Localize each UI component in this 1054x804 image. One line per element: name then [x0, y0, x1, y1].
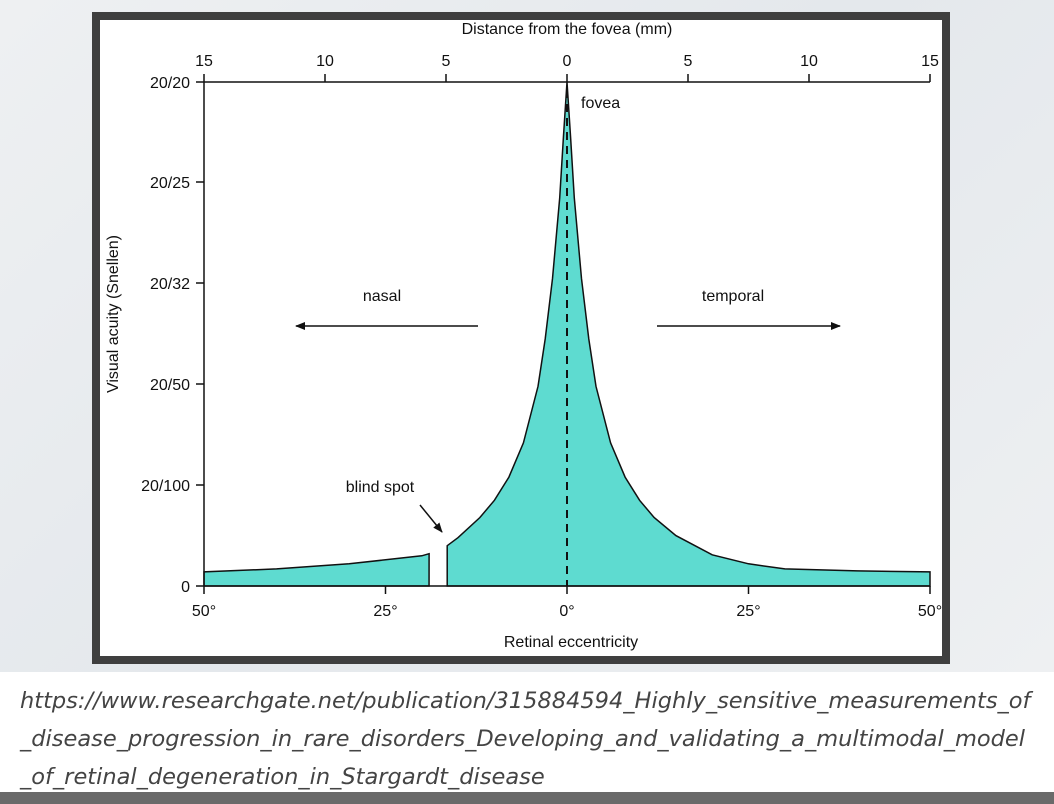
y-tick-label: 20/100	[141, 478, 190, 495]
acuity-area-temporal	[446, 81, 931, 587]
figure-panel: 50° 25° 0° 25° 50° 15 10 5 0 5 10 15 0 20/100 20/50 20/…	[100, 20, 942, 656]
x2-tick-label: 15	[921, 53, 939, 70]
bottom-bar	[0, 792, 1054, 804]
source-url-text: https://www.researchgate.net/publication…	[20, 688, 1031, 790]
x2-tick-label: 15	[195, 53, 213, 70]
x2-tick-label: 5	[684, 53, 693, 70]
figure-frame: 50° 25° 0° 25° 50° 15 10 5 0 5 10 15 0 20/100 20/50 20/…	[92, 12, 950, 664]
y-tick-label: 20/20	[150, 75, 190, 92]
y-tick-label: 20/25	[150, 175, 190, 192]
x-tick-label: 0°	[559, 603, 574, 620]
x2-tick-label: 10	[800, 53, 818, 70]
x-tick-label: 50°	[192, 603, 216, 620]
y-tick-label: 20/32	[150, 276, 190, 293]
acuity-chart: 50° 25° 0° 25° 50° 15 10 5 0 5 10 15 0 20/100 20/50 20/…	[105, 21, 942, 651]
x-tick-label: 25°	[373, 603, 397, 620]
fovea-label: fovea	[581, 95, 620, 112]
nasal-label: nasal	[363, 288, 401, 305]
y-tick-label: 0	[181, 579, 190, 596]
x2-tick-label: 10	[316, 53, 334, 70]
acuity-area-nasal	[203, 552, 430, 587]
blind-spot-label: blind spot	[346, 479, 415, 496]
y-tick-label: 20/50	[150, 377, 190, 394]
source-caption: https://www.researchgate.net/publication…	[0, 672, 1054, 804]
x-tick-label: 50°	[918, 603, 942, 620]
temporal-label: temporal	[702, 288, 764, 305]
x-tick-label: 25°	[736, 603, 760, 620]
x2-tick-label: 5	[442, 53, 451, 70]
x2-tick-label: 0	[563, 53, 572, 70]
y-axis-title: Visual acuity (Snellen)	[105, 235, 122, 393]
x-axis-title: Retinal eccentricity	[504, 634, 638, 651]
blind-spot-arrow	[419, 504, 443, 533]
x2-axis-title: Distance from the fovea (mm)	[462, 21, 673, 38]
